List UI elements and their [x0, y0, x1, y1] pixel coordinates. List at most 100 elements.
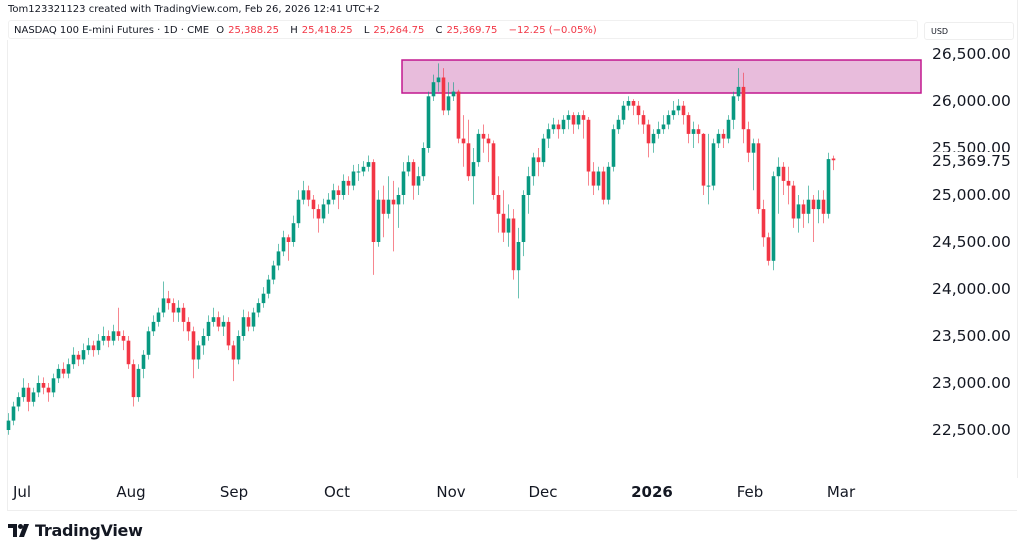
- candle-body: [276, 251, 281, 266]
- candle-body: [411, 162, 416, 186]
- candle: [416, 166, 421, 195]
- candle-body: [581, 115, 586, 120]
- candle: [221, 315, 226, 336]
- candle-body: [416, 176, 421, 186]
- low-price: 25,264.75: [373, 25, 425, 36]
- candle-body: [686, 115, 691, 134]
- candle: [766, 232, 771, 266]
- candle-body: [526, 176, 531, 195]
- candle-body: [356, 171, 361, 173]
- candle: [676, 99, 681, 116]
- candle-body: [756, 143, 761, 210]
- candle: [716, 129, 721, 148]
- candle: [341, 174, 346, 200]
- candle: [176, 300, 181, 322]
- candle: [81, 343, 86, 365]
- candle-body: [286, 237, 291, 242]
- candle-body: [661, 124, 666, 130]
- candle: [431, 74, 436, 101]
- candle-body: [741, 86, 746, 130]
- currency-label[interactable]: USD: [924, 22, 1014, 40]
- candle: [241, 309, 246, 341]
- candle: [441, 68, 446, 116]
- candle: [726, 115, 731, 144]
- candle: [641, 110, 646, 134]
- candle: [636, 101, 641, 125]
- candle: [356, 163, 361, 181]
- time-tick-label: Oct: [324, 483, 350, 501]
- candle: [606, 162, 611, 205]
- price-axis[interactable]: 26,500.00 26,000.00 25,500.00 25,000.00 24,5…: [921, 0, 1018, 478]
- candle-body: [681, 105, 686, 116]
- candle: [666, 110, 671, 130]
- close-price: 25,369.75: [446, 25, 498, 36]
- candle: [806, 185, 811, 224]
- candle-body: [786, 180, 791, 186]
- candle: [471, 148, 476, 205]
- candle: [331, 183, 336, 205]
- candle: [146, 326, 151, 360]
- candle-body: [791, 185, 796, 219]
- candle-body: [26, 387, 31, 402]
- candle: [751, 138, 756, 191]
- candle-body: [636, 105, 641, 116]
- candle-body: [6, 420, 11, 430]
- candle-body: [91, 345, 96, 351]
- last-price-label: 25,369.75: [932, 152, 1011, 171]
- candle: [226, 317, 231, 351]
- candle-body: [811, 199, 816, 210]
- candle: [6, 413, 11, 435]
- candle-body: [646, 124, 651, 144]
- candle: [501, 190, 506, 242]
- candle: [781, 162, 786, 195]
- symbol-name[interactable]: NASDAQ 100 E-mini Futures · 1D · CME: [14, 25, 210, 36]
- candle-body: [491, 143, 496, 195]
- candle: [231, 340, 236, 382]
- candle: [576, 112, 581, 130]
- candle: [661, 115, 666, 134]
- candle-body: [711, 143, 716, 186]
- candle-body: [651, 133, 656, 144]
- candle-body: [11, 406, 16, 421]
- candle-body: [151, 321, 156, 332]
- candle-body: [206, 321, 211, 336]
- supply-zone-rectangle: [401, 59, 922, 94]
- candle-body: [336, 190, 341, 195]
- candle: [596, 166, 601, 191]
- low-value: L 25,264.75: [364, 25, 428, 36]
- candle-body: [601, 171, 606, 200]
- candle: [701, 132, 706, 195]
- candle: [486, 133, 491, 163]
- candle: [786, 166, 791, 205]
- candle-body: [71, 354, 76, 365]
- candle: [26, 383, 31, 412]
- candle: [71, 347, 76, 369]
- candle-body: [666, 115, 671, 125]
- candle-body: [626, 101, 631, 106]
- candle: [491, 140, 496, 200]
- candle: [421, 142, 426, 181]
- candle-body: [576, 115, 581, 125]
- candle: [526, 166, 531, 214]
- candle: [536, 148, 541, 177]
- candle-body: [86, 345, 91, 351]
- candle-body: [221, 321, 226, 327]
- time-tick-label: 2026: [631, 483, 673, 501]
- candle: [91, 340, 96, 357]
- candle: [521, 190, 526, 257]
- candle: [731, 91, 736, 130]
- candle: [631, 99, 636, 116]
- candle-body: [396, 195, 401, 205]
- candle: [741, 72, 746, 144]
- candle: [351, 164, 356, 191]
- candle-body: [461, 138, 466, 144]
- candle-body: [156, 312, 161, 322]
- candle-body: [241, 317, 246, 336]
- candle: [456, 89, 461, 144]
- candle: [811, 195, 816, 242]
- candle: [616, 115, 621, 134]
- candle: [191, 326, 196, 379]
- candle: [131, 359, 136, 407]
- candle: [141, 350, 146, 379]
